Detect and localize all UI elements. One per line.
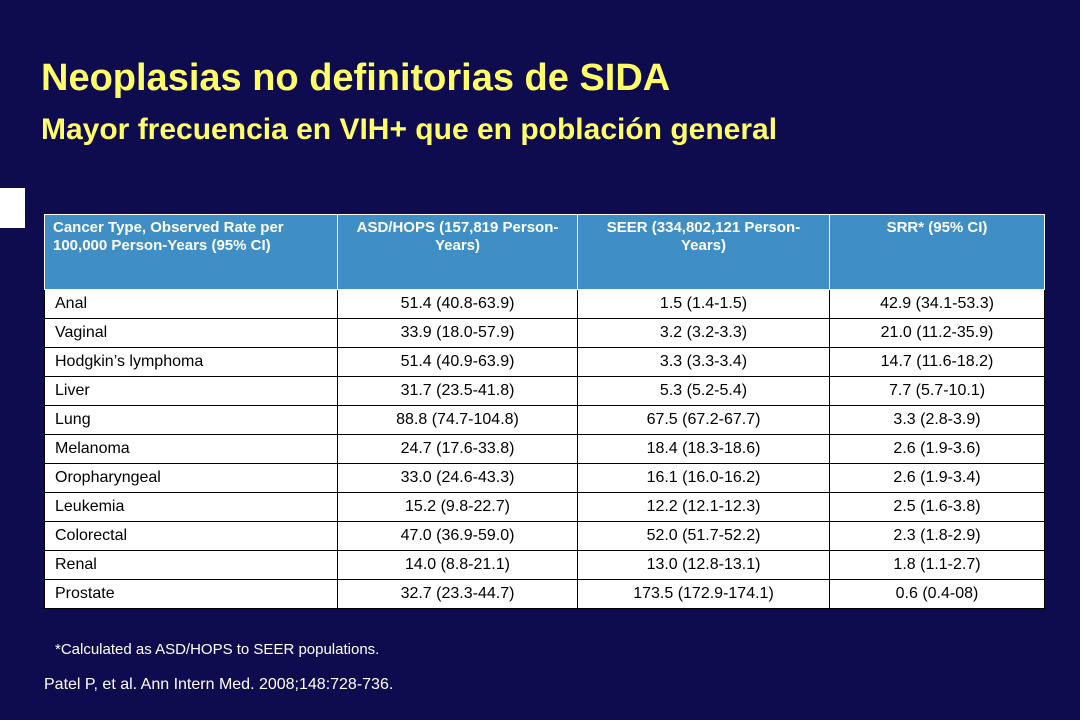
cell-asd-hops: 47.0 (36.9-59.0) <box>337 521 578 551</box>
table-row: Liver 31.7 (23.5-41.8) 5.3 (5.2-5.4) 7.7… <box>44 376 1045 406</box>
cell-srr: 2.5 (1.6-3.8) <box>829 492 1045 522</box>
cell-asd-hops: 15.2 (9.8-22.7) <box>337 492 578 522</box>
cell-seer: 16.1 (16.0-16.2) <box>577 463 830 493</box>
cell-seer: 18.4 (18.3-18.6) <box>577 434 830 464</box>
table-row: Oropharyngeal 33.0 (24.6-43.3) 16.1 (16.… <box>44 463 1045 493</box>
table-row: Prostate 32.7 (23.3-44.7) 173.5 (172.9-1… <box>44 579 1045 609</box>
cell-srr: 1.8 (1.1-2.7) <box>829 550 1045 580</box>
cell-asd-hops: 14.0 (8.8-21.1) <box>337 550 578 580</box>
cell-srr: 2.6 (1.9-3.4) <box>829 463 1045 493</box>
table-row: Hodgkin’s lymphoma 51.4 (40.9-63.9) 3.3 … <box>44 347 1045 377</box>
header-srr: SRR* (95% CI) <box>829 214 1045 290</box>
table-row: Vaginal 33.9 (18.0-57.9) 3.2 (3.2-3.3) 2… <box>44 318 1045 348</box>
cell-seer: 13.0 (12.8-13.1) <box>577 550 830 580</box>
cell-srr: 2.6 (1.9-3.6) <box>829 434 1045 464</box>
cell-seer: 67.5 (67.2-67.7) <box>577 405 830 435</box>
slide-subtitle: Mayor frecuencia en VIH+ que en població… <box>41 113 778 146</box>
cell-seer: 3.3 (3.3-3.4) <box>577 347 830 377</box>
cell-srr: 7.7 (5.7-10.1) <box>829 376 1045 406</box>
cell-asd-hops: 51.4 (40.8-63.9) <box>337 289 578 319</box>
table-row: Lung 88.8 (74.7-104.8) 67.5 (67.2-67.7) … <box>44 405 1045 435</box>
cell-seer: 12.2 (12.1-12.3) <box>577 492 830 522</box>
cell-srr: 14.7 (11.6-18.2) <box>829 347 1045 377</box>
cell-asd-hops: 33.0 (24.6-43.3) <box>337 463 578 493</box>
cell-cancer-type: Colorectal <box>44 521 338 551</box>
cell-seer: 1.5 (1.4-1.5) <box>577 289 830 319</box>
cell-srr: 0.6 (0.4-08) <box>829 579 1045 609</box>
cell-seer: 5.3 (5.2-5.4) <box>577 376 830 406</box>
cell-cancer-type: Lung <box>44 405 338 435</box>
cell-asd-hops: 24.7 (17.6-33.8) <box>337 434 578 464</box>
table-row: Anal 51.4 (40.8-63.9) 1.5 (1.4-1.5) 42.9… <box>44 289 1045 319</box>
cell-cancer-type: Leukemia <box>44 492 338 522</box>
table-footnote: *Calculated as ASD/HOPS to SEER populati… <box>55 641 380 658</box>
cell-seer: 52.0 (51.7-52.2) <box>577 521 830 551</box>
cell-cancer-type: Melanoma <box>44 434 338 464</box>
cell-srr: 2.3 (1.8-2.9) <box>829 521 1045 551</box>
decorative-block <box>0 188 25 228</box>
cell-cancer-type: Anal <box>44 289 338 319</box>
table-row: Leukemia 15.2 (9.8-22.7) 12.2 (12.1-12.3… <box>44 492 1045 522</box>
cell-cancer-type: Liver <box>44 376 338 406</box>
cell-asd-hops: 31.7 (23.5-41.8) <box>337 376 578 406</box>
cell-cancer-type: Hodgkin’s lymphoma <box>44 347 338 377</box>
cancer-rates-table: Cancer Type, Observed Rate per 100,000 P… <box>44 214 1045 609</box>
cell-srr: 21.0 (11.2-35.9) <box>829 318 1045 348</box>
cell-cancer-type: Oropharyngeal <box>44 463 338 493</box>
cell-cancer-type: Renal <box>44 550 338 580</box>
cell-asd-hops: 88.8 (74.7-104.8) <box>337 405 578 435</box>
table-row: Renal 14.0 (8.8-21.1) 13.0 (12.8-13.1) 1… <box>44 550 1045 580</box>
cell-srr: 3.3 (2.8-3.9) <box>829 405 1045 435</box>
cell-cancer-type: Prostate <box>44 579 338 609</box>
table-row: Colorectal 47.0 (36.9-59.0) 52.0 (51.7-5… <box>44 521 1045 551</box>
header-cancer-type: Cancer Type, Observed Rate per 100,000 P… <box>44 214 338 290</box>
cell-seer: 3.2 (3.2-3.3) <box>577 318 830 348</box>
header-asd-hops: ASD/HOPS (157,819 Person-Years) <box>337 214 578 290</box>
header-seer: SEER (334,802,121 Person-Years) <box>577 214 830 290</box>
table-row: Melanoma 24.7 (17.6-33.8) 18.4 (18.3-18.… <box>44 434 1045 464</box>
cell-asd-hops: 32.7 (23.3-44.7) <box>337 579 578 609</box>
cell-cancer-type: Vaginal <box>44 318 338 348</box>
citation: Patel P, et al. Ann Intern Med. 2008;148… <box>44 676 394 693</box>
table-body: Anal 51.4 (40.8-63.9) 1.5 (1.4-1.5) 42.9… <box>44 289 1045 609</box>
cell-srr: 42.9 (34.1-53.3) <box>829 289 1045 319</box>
cell-asd-hops: 33.9 (18.0-57.9) <box>337 318 578 348</box>
table-header-row: Cancer Type, Observed Rate per 100,000 P… <box>44 214 1045 290</box>
cell-asd-hops: 51.4 (40.9-63.9) <box>337 347 578 377</box>
cell-seer: 173.5 (172.9-174.1) <box>577 579 830 609</box>
slide-title: Neoplasias no definitorias de SIDA <box>41 57 671 99</box>
